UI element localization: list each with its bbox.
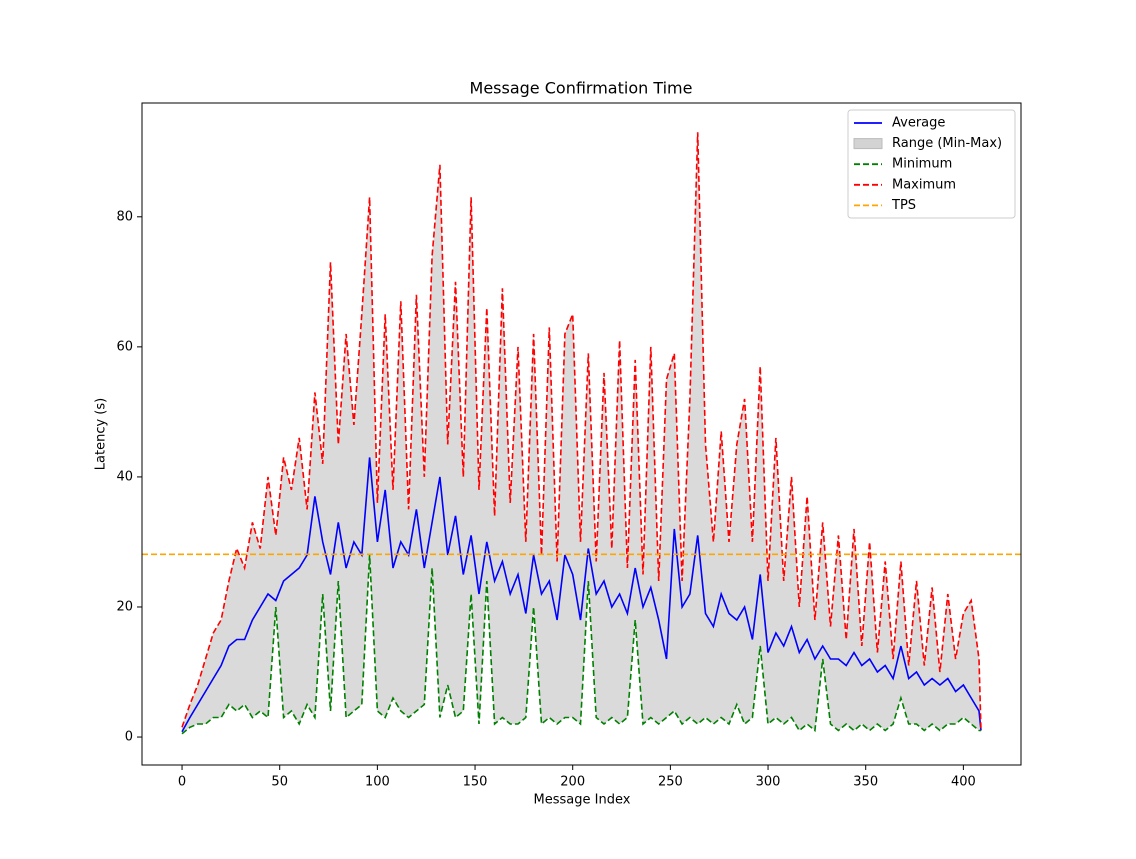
x-tick-label: 400 [951, 775, 976, 790]
x-tick-label: 250 [658, 775, 683, 790]
x-tick-label: 0 [178, 775, 186, 790]
x-tick-label: 50 [271, 775, 288, 790]
legend-box [847, 109, 1016, 219]
y-axis-label: Latency (s) [94, 398, 109, 470]
legend-swatch [853, 138, 883, 150]
x-tick-label: 150 [463, 775, 488, 790]
y-tick-label: 0 [125, 730, 133, 745]
series-line [181, 554, 981, 735]
legend-label: Maximum [892, 177, 956, 192]
x-axis-label: Message Index [534, 793, 631, 808]
y-tick-label: 80 [116, 209, 133, 224]
y-tick-label: 20 [116, 599, 133, 614]
chart-title: Message Confirmation Time [470, 79, 693, 98]
legend-label: TPS [891, 198, 916, 213]
legend-label: Minimum [892, 157, 952, 172]
range-fill [182, 132, 981, 734]
x-tick-label: 100 [365, 775, 390, 790]
legend-label: Average [892, 116, 945, 131]
x-tick-label: 350 [853, 775, 878, 790]
y-tick-label: 60 [116, 339, 133, 354]
legend-label: Range (Min-Max) [892, 136, 1002, 151]
x-tick-label: 300 [756, 775, 781, 790]
x-tick-label: 200 [560, 775, 585, 790]
series-line [181, 132, 982, 731]
y-tick-label: 40 [116, 469, 133, 484]
plot-frame [141, 102, 1022, 766]
series-line [181, 457, 982, 733]
